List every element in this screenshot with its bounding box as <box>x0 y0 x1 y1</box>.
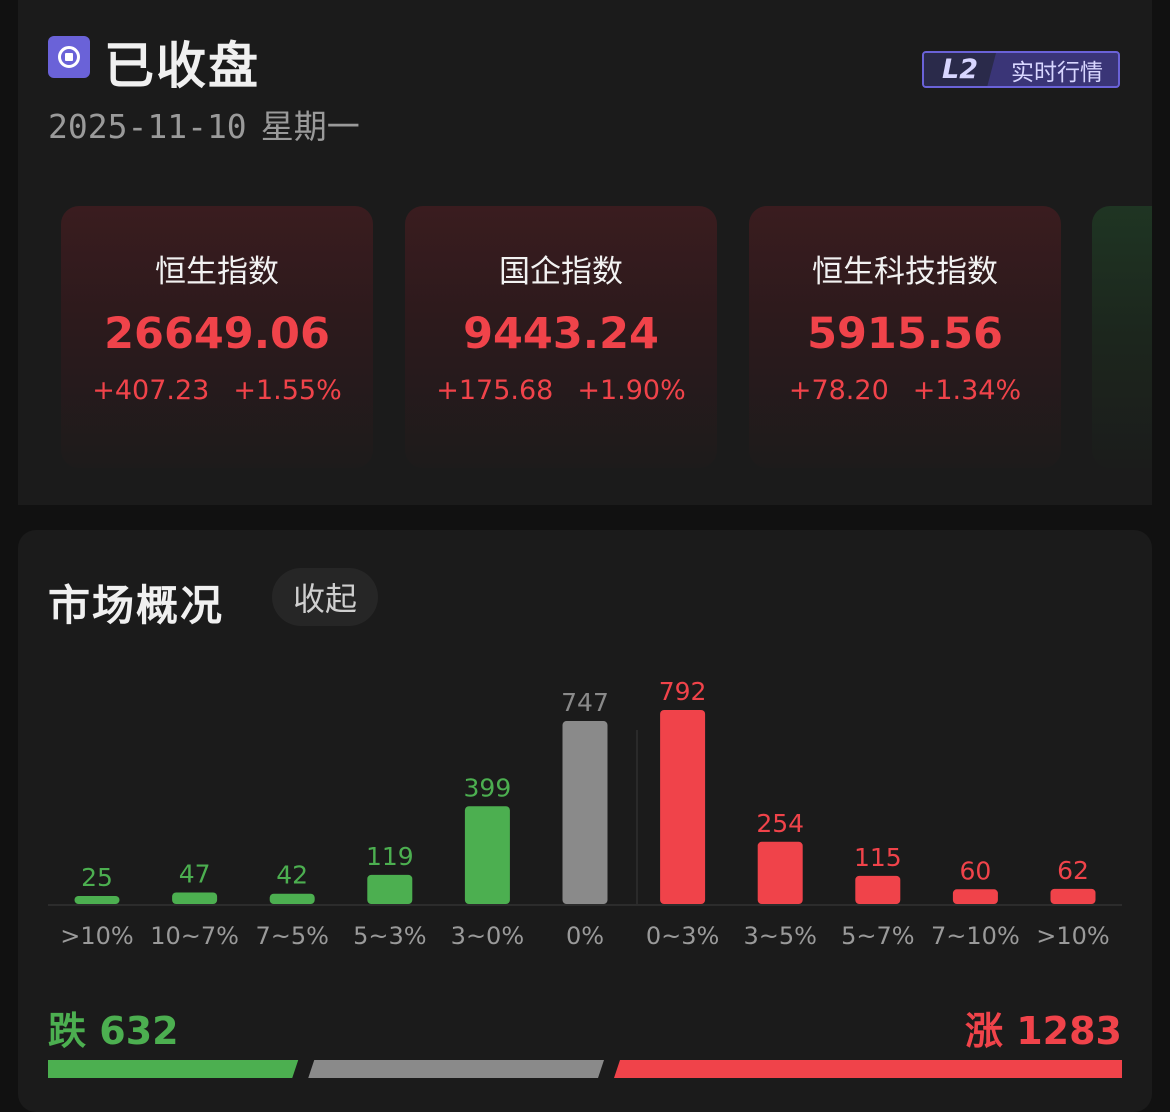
bar-0 <box>74 896 120 904</box>
ratio-segment-down <box>48 1060 299 1078</box>
index-name: 恒生指数 <box>155 254 279 290</box>
bar-value-label: 60 <box>959 856 991 885</box>
index-change: +175.68 <box>436 375 554 406</box>
index-change: +78.20 <box>788 375 889 406</box>
bar-5 <box>562 721 608 904</box>
advancers-count: 1283 <box>1016 1009 1122 1053</box>
category-tick-label: 5~7% <box>841 922 914 950</box>
index-card-hstech[interactable]: 恒生科技指数 5915.56 +78.20 +1.34% <box>749 206 1061 468</box>
l2-badge-label: 实时行情 <box>1011 59 1103 86</box>
category-tick-label: >10% <box>60 922 133 950</box>
bar-value-label: 42 <box>276 861 308 890</box>
market-overview-title: 市场概况 <box>48 581 225 630</box>
change-distribution-chart: 25 >10% 47 10~7% 42 7~5% 119 5~3% 399 3~0% 747 0% 79… <box>48 677 1122 950</box>
index-card-hscei[interactable]: 国企指数 9443.24 +175.68 +1.90% <box>405 206 717 468</box>
bar-value-label: 747 <box>561 688 609 717</box>
bar-value-label: 119 <box>366 842 414 871</box>
bar-value-label: 62 <box>1057 856 1089 885</box>
bar-6 <box>660 710 706 904</box>
collapse-button[interactable]: 收起 <box>272 568 378 626</box>
category-tick-label: 0~3% <box>646 922 719 950</box>
bar-9 <box>952 889 998 904</box>
market-status-title: 已收盘 <box>104 37 260 95</box>
bar-7 <box>757 841 803 904</box>
bar-10 <box>1050 888 1096 904</box>
decliners-summary: 跌 632 <box>48 1000 179 1055</box>
bar-value-label: 792 <box>659 677 707 706</box>
bar-8 <box>855 875 901 904</box>
date-value: 2025-11-10 <box>48 107 247 146</box>
bar-value-label: 25 <box>81 863 113 892</box>
index-change-pct: +1.90% <box>577 375 686 406</box>
advancers-label: 涨 <box>964 1009 1003 1053</box>
index-card-hsi[interactable]: 恒生指数 26649.06 +407.23 +1.55% <box>61 206 373 468</box>
bar-3 <box>367 874 413 904</box>
category-tick-label: 3~5% <box>743 922 816 950</box>
bar-value-label: 254 <box>756 809 804 838</box>
index-price: 9443.24 <box>463 309 659 359</box>
bar-value-label: 399 <box>464 773 512 802</box>
ratio-segment-up <box>614 1060 1122 1078</box>
index-change-pct: +1.34% <box>912 375 1022 406</box>
market-status-icon <box>48 36 90 78</box>
index-name: 国企指数 <box>499 254 623 290</box>
index-name: 恒生科技指数 <box>812 254 998 290</box>
l2-realtime-badge[interactable]: L2 实时行情 <box>922 51 1120 88</box>
category-tick-label: 7~5% <box>255 922 328 950</box>
bar-value-label: 115 <box>854 843 902 872</box>
decliners-count: 632 <box>99 1009 179 1053</box>
weekday: 星期一 <box>260 107 360 146</box>
category-tick-label: 0% <box>566 922 604 950</box>
category-tick-label: 5~3% <box>353 922 426 950</box>
l2-logo: L2 <box>924 53 996 86</box>
advance-decline-ratio-bar <box>48 1060 1122 1078</box>
trade-date: 2025-11-10 星期一 <box>48 100 360 148</box>
index-price: 26649.06 <box>104 309 330 359</box>
advancers-summary: 涨 1283 <box>965 1000 1122 1055</box>
index-change: +407.23 <box>92 375 210 406</box>
bar-value-label: 47 <box>179 859 211 888</box>
ratio-segment-flat <box>308 1060 605 1078</box>
decliners-label: 跌 <box>48 1009 87 1053</box>
index-change-pct: +1.55% <box>233 375 342 406</box>
category-tick-label: 10~7% <box>150 922 239 950</box>
bar-1 <box>172 892 218 904</box>
index-price: 5915.56 <box>807 309 1003 359</box>
category-tick-label: 7~10% <box>931 922 1020 950</box>
index-card-next-partial[interactable] <box>1092 206 1152 468</box>
bar-2 <box>269 893 315 904</box>
category-tick-label: 3~0% <box>451 922 524 950</box>
category-tick-label: >10% <box>1036 922 1109 950</box>
bar-4 <box>464 806 510 904</box>
